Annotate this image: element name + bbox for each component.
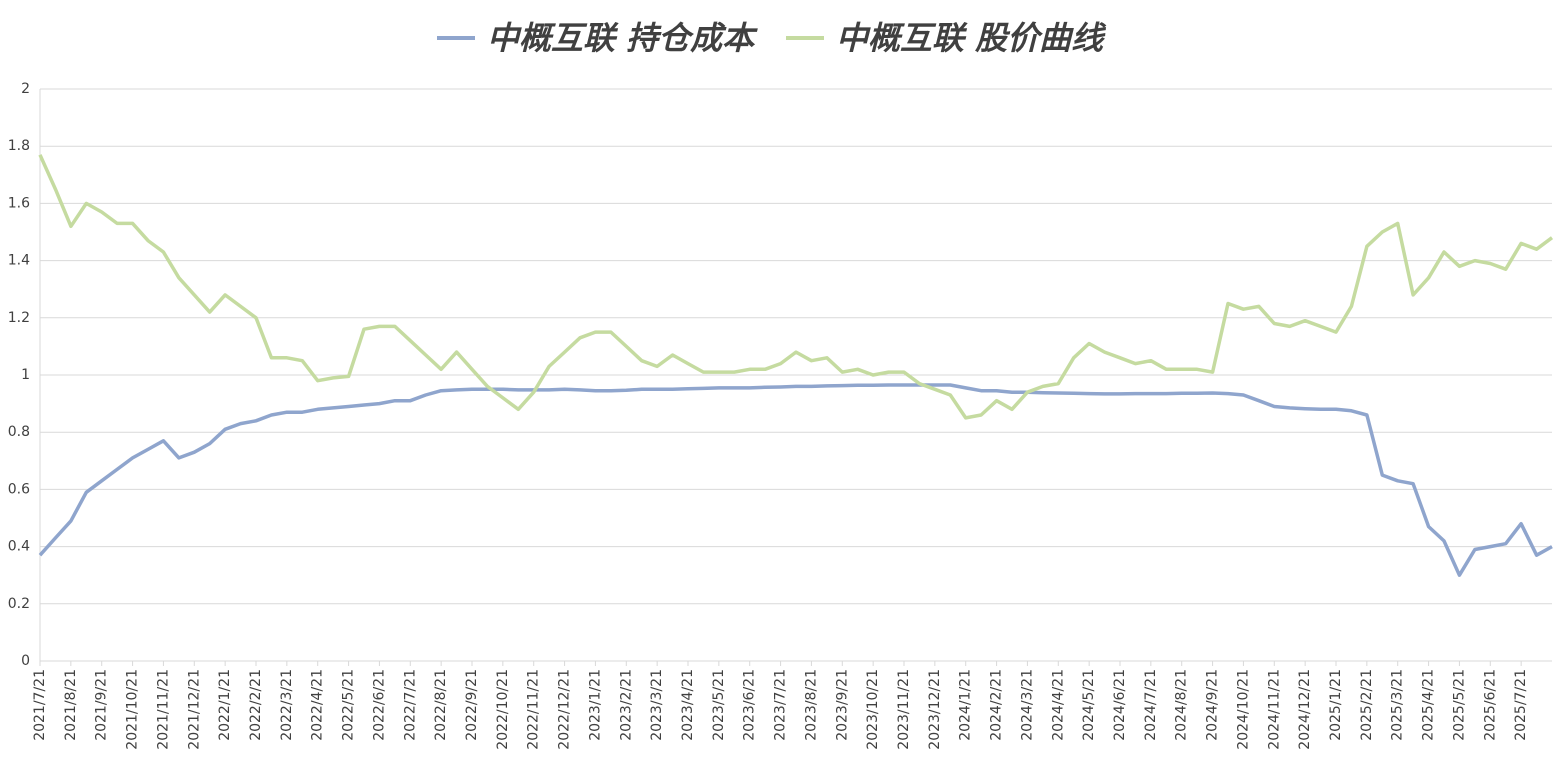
x-tick-label: 2023/7/21 — [773, 669, 789, 741]
x-tick-label: 2025/7/21 — [1513, 669, 1529, 741]
x-tick-label: 2022/11/21 — [526, 669, 542, 750]
y-tick-label: 0.8 — [8, 424, 30, 440]
x-tick-label: 2024/2/21 — [989, 669, 1005, 741]
x-tick-label: 2023/5/21 — [711, 669, 727, 741]
x-tick-label: 2023/10/21 — [865, 669, 881, 750]
x-tick-label: 2025/1/21 — [1328, 669, 1344, 741]
x-tick-label: 2023/1/21 — [587, 669, 603, 741]
x-tick-label: 2025/5/21 — [1451, 669, 1467, 741]
x-tick-label: 2022/9/21 — [464, 669, 480, 741]
x-tick-label: 2021/11/21 — [155, 669, 171, 750]
x-tick-label: 2023/6/21 — [742, 669, 758, 741]
x-tick-label: 2022/2/21 — [248, 669, 264, 741]
x-tick-label: 2022/4/21 — [310, 669, 326, 741]
x-tick-label: 2021/12/21 — [186, 669, 202, 750]
y-tick-label: 1.8 — [8, 138, 30, 154]
y-tick-label: 0 — [21, 653, 30, 669]
x-tick-label: 2022/12/21 — [557, 669, 573, 750]
y-tick-label: 1.2 — [8, 310, 30, 326]
line-series — [38, 383, 1553, 577]
x-tick-label: 2024/10/21 — [1235, 669, 1251, 750]
x-tick-label: 2024/12/21 — [1297, 669, 1313, 750]
x-tick-label: 2024/3/21 — [1019, 669, 1035, 741]
y-tick-label: 0.2 — [8, 596, 30, 612]
x-tick-label: 2023/3/21 — [649, 669, 665, 741]
y-tick-label: 1.4 — [8, 253, 30, 269]
y-tick-label: 1.6 — [8, 195, 30, 211]
x-tick-label: 2023/4/21 — [680, 669, 696, 741]
x-tick-label: 2023/2/21 — [618, 669, 634, 741]
y-tick-label: 2 — [21, 81, 30, 97]
x-tick-label: 2025/6/21 — [1482, 669, 1498, 741]
x-tick-label: 2021/9/21 — [94, 669, 110, 741]
x-tick-label: 2022/8/21 — [433, 669, 449, 741]
x-tick-label: 2024/7/21 — [1143, 669, 1159, 741]
y-tick-label: 1 — [21, 367, 30, 383]
x-tick-label: 2022/3/21 — [279, 669, 295, 741]
x-tick-label: 2024/5/21 — [1081, 669, 1097, 741]
x-tick-label: 2024/6/21 — [1112, 669, 1128, 741]
x-tick-label: 2022/5/21 — [341, 669, 357, 741]
x-tick-label: 2021/8/21 — [63, 669, 79, 741]
x-tick-label: 2025/4/21 — [1421, 669, 1437, 741]
y-tick-label: 0.4 — [8, 539, 30, 555]
x-tick-label: 2024/1/21 — [958, 669, 974, 741]
x-tick-label: 2024/8/21 — [1174, 669, 1190, 741]
x-tick-label: 2022/6/21 — [371, 669, 387, 741]
x-tick-label: 2023/9/21 — [834, 669, 850, 741]
x-tick-label: 2022/1/21 — [217, 669, 233, 741]
x-tick-label: 2023/12/21 — [927, 669, 943, 750]
x-tick-label: 2024/4/21 — [1050, 669, 1066, 741]
legend-label: 中概互联 股价曲线 — [836, 19, 1107, 57]
x-tick-label: 2024/9/21 — [1205, 669, 1221, 741]
x-tick-label: 2022/10/21 — [495, 669, 511, 750]
x-tick-label: 2022/7/21 — [402, 669, 418, 741]
x-tick-label: 2023/11/21 — [896, 669, 912, 750]
x-tick-label: 2023/8/21 — [803, 669, 819, 741]
legend-label: 中概互联 持仓成本 — [487, 19, 758, 57]
x-tick-label: 2025/2/21 — [1359, 669, 1375, 741]
x-tick-label: 2021/10/21 — [125, 669, 141, 750]
line-series — [38, 154, 1554, 420]
y-tick-label: 0.6 — [8, 481, 30, 497]
x-tick-label: 2024/11/21 — [1266, 669, 1282, 750]
x-tick-label: 2025/3/21 — [1390, 669, 1406, 741]
x-tick-label: 2021/7/21 — [32, 669, 48, 741]
